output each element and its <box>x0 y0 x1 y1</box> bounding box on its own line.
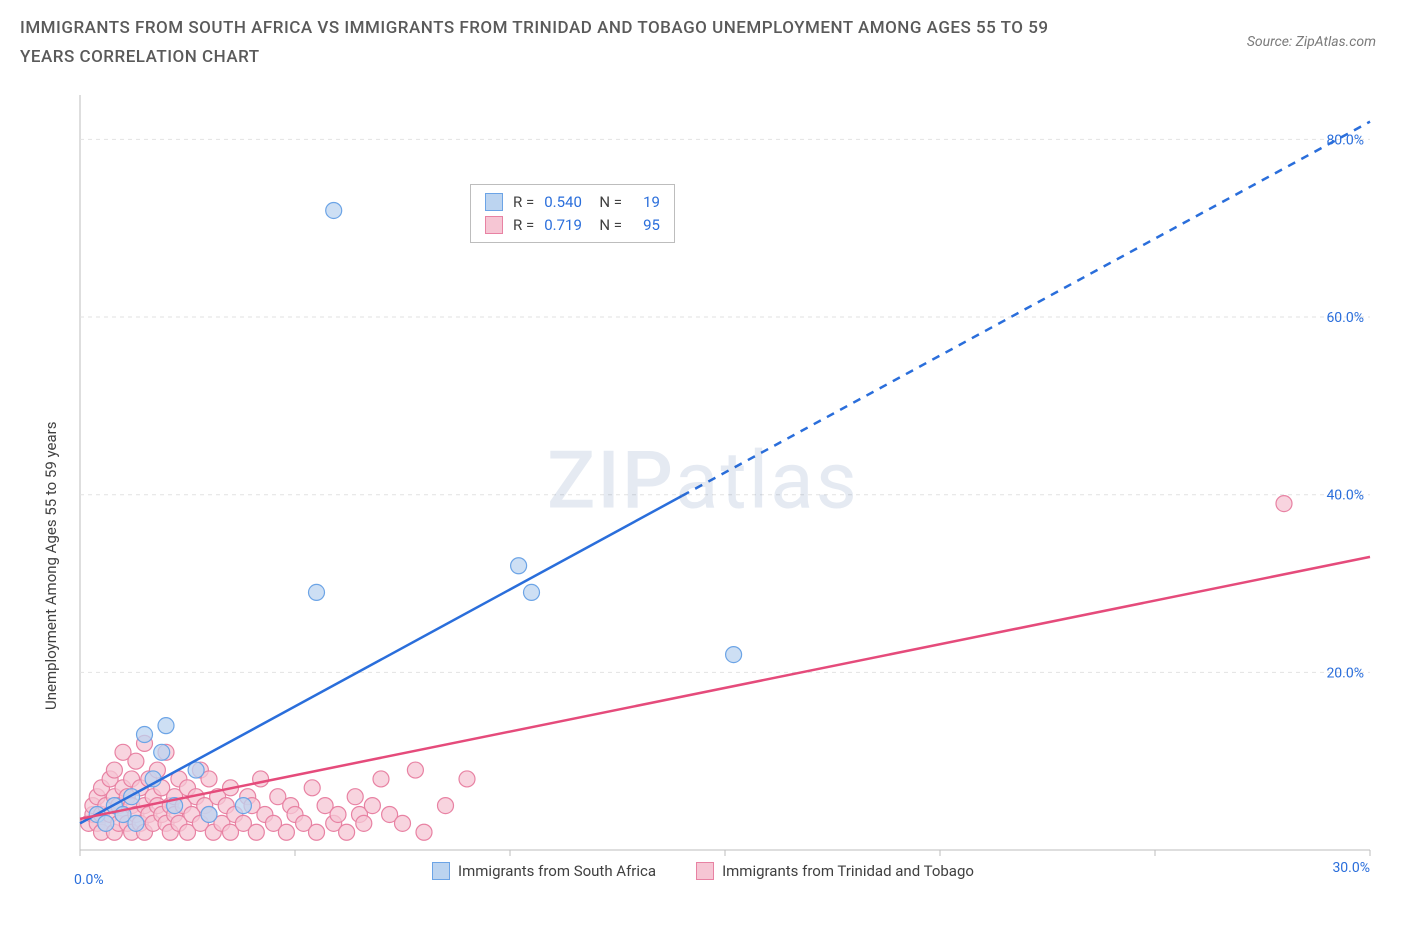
scatter-point <box>201 806 217 822</box>
scatter-point <box>304 780 320 796</box>
bottom-legend: Immigrants from South Africa Immigrants f… <box>20 862 1386 880</box>
scatter-point <box>373 771 389 787</box>
scatter-point <box>726 647 742 663</box>
chart-container: 20.0%40.0%60.0%80.0%0.0%30.0% ZIPatlas U… <box>20 90 1386 890</box>
r-label: R = <box>513 214 534 237</box>
scatter-point <box>395 815 411 831</box>
scatter-point <box>106 762 122 778</box>
scatter-point <box>524 584 540 600</box>
svg-text:20.0%: 20.0% <box>1326 665 1364 681</box>
scatter-point <box>416 824 432 840</box>
scatter-point <box>154 744 170 760</box>
r-value: 0.719 <box>544 214 582 237</box>
scatter-point <box>356 815 372 831</box>
svg-text:40.0%: 40.0% <box>1326 488 1364 504</box>
scatter-point <box>235 798 251 814</box>
svg-text:60.0%: 60.0% <box>1326 310 1364 326</box>
scatter-point <box>128 753 144 769</box>
chart-title: IMMIGRANTS FROM SOUTH AFRICA VS IMMIGRAN… <box>20 14 1100 72</box>
n-label: N = <box>592 191 622 214</box>
legend-item: Immigrants from South Africa <box>432 862 656 880</box>
scatter-point <box>326 202 342 218</box>
scatter-point <box>1276 496 1292 512</box>
scatter-point <box>137 727 153 743</box>
legend-item: Immigrants from Trinidad and Tobago <box>696 862 974 880</box>
scatter-point <box>364 798 380 814</box>
scatter-point <box>339 824 355 840</box>
legend-label: Immigrants from Trinidad and Tobago <box>722 862 974 880</box>
scatter-point <box>347 789 363 805</box>
r-value: 0.540 <box>544 191 582 214</box>
correlation-row: R = 0.719 N = 95 <box>485 214 660 237</box>
y-axis-label: Unemployment Among Ages 55 to 59 years <box>42 422 60 710</box>
scatter-point <box>278 824 294 840</box>
regression-line-dashed <box>682 122 1370 496</box>
scatter-point <box>407 762 423 778</box>
r-label: R = <box>513 191 534 214</box>
scatter-point <box>309 824 325 840</box>
legend-swatch <box>485 216 503 234</box>
scatter-point <box>98 815 114 831</box>
scatter-point <box>128 815 144 831</box>
correlation-row: R = 0.540 N = 19 <box>485 191 660 214</box>
scatter-chart-svg: 20.0%40.0%60.0%80.0%0.0%30.0% <box>20 90 1386 890</box>
chart-header: IMMIGRANTS FROM SOUTH AFRICA VS IMMIGRAN… <box>0 0 1406 72</box>
n-value: 95 <box>632 214 660 237</box>
scatter-point <box>309 584 325 600</box>
scatter-point <box>248 824 264 840</box>
scatter-point <box>330 806 346 822</box>
legend-swatch <box>696 862 714 880</box>
legend-label: Immigrants from South Africa <box>458 862 656 880</box>
scatter-point <box>438 798 454 814</box>
correlation-legend-box: R = 0.540 N = 19 R = 0.719 N = 95 <box>470 184 675 243</box>
legend-swatch <box>432 862 450 880</box>
scatter-point <box>459 771 475 787</box>
regression-line <box>80 557 1370 819</box>
n-value: 19 <box>632 191 660 214</box>
legend-swatch <box>485 193 503 211</box>
chart-source: Source: ZipAtlas.com <box>1247 34 1376 50</box>
n-label: N = <box>592 214 622 237</box>
scatter-point <box>511 558 527 574</box>
scatter-point <box>158 718 174 734</box>
